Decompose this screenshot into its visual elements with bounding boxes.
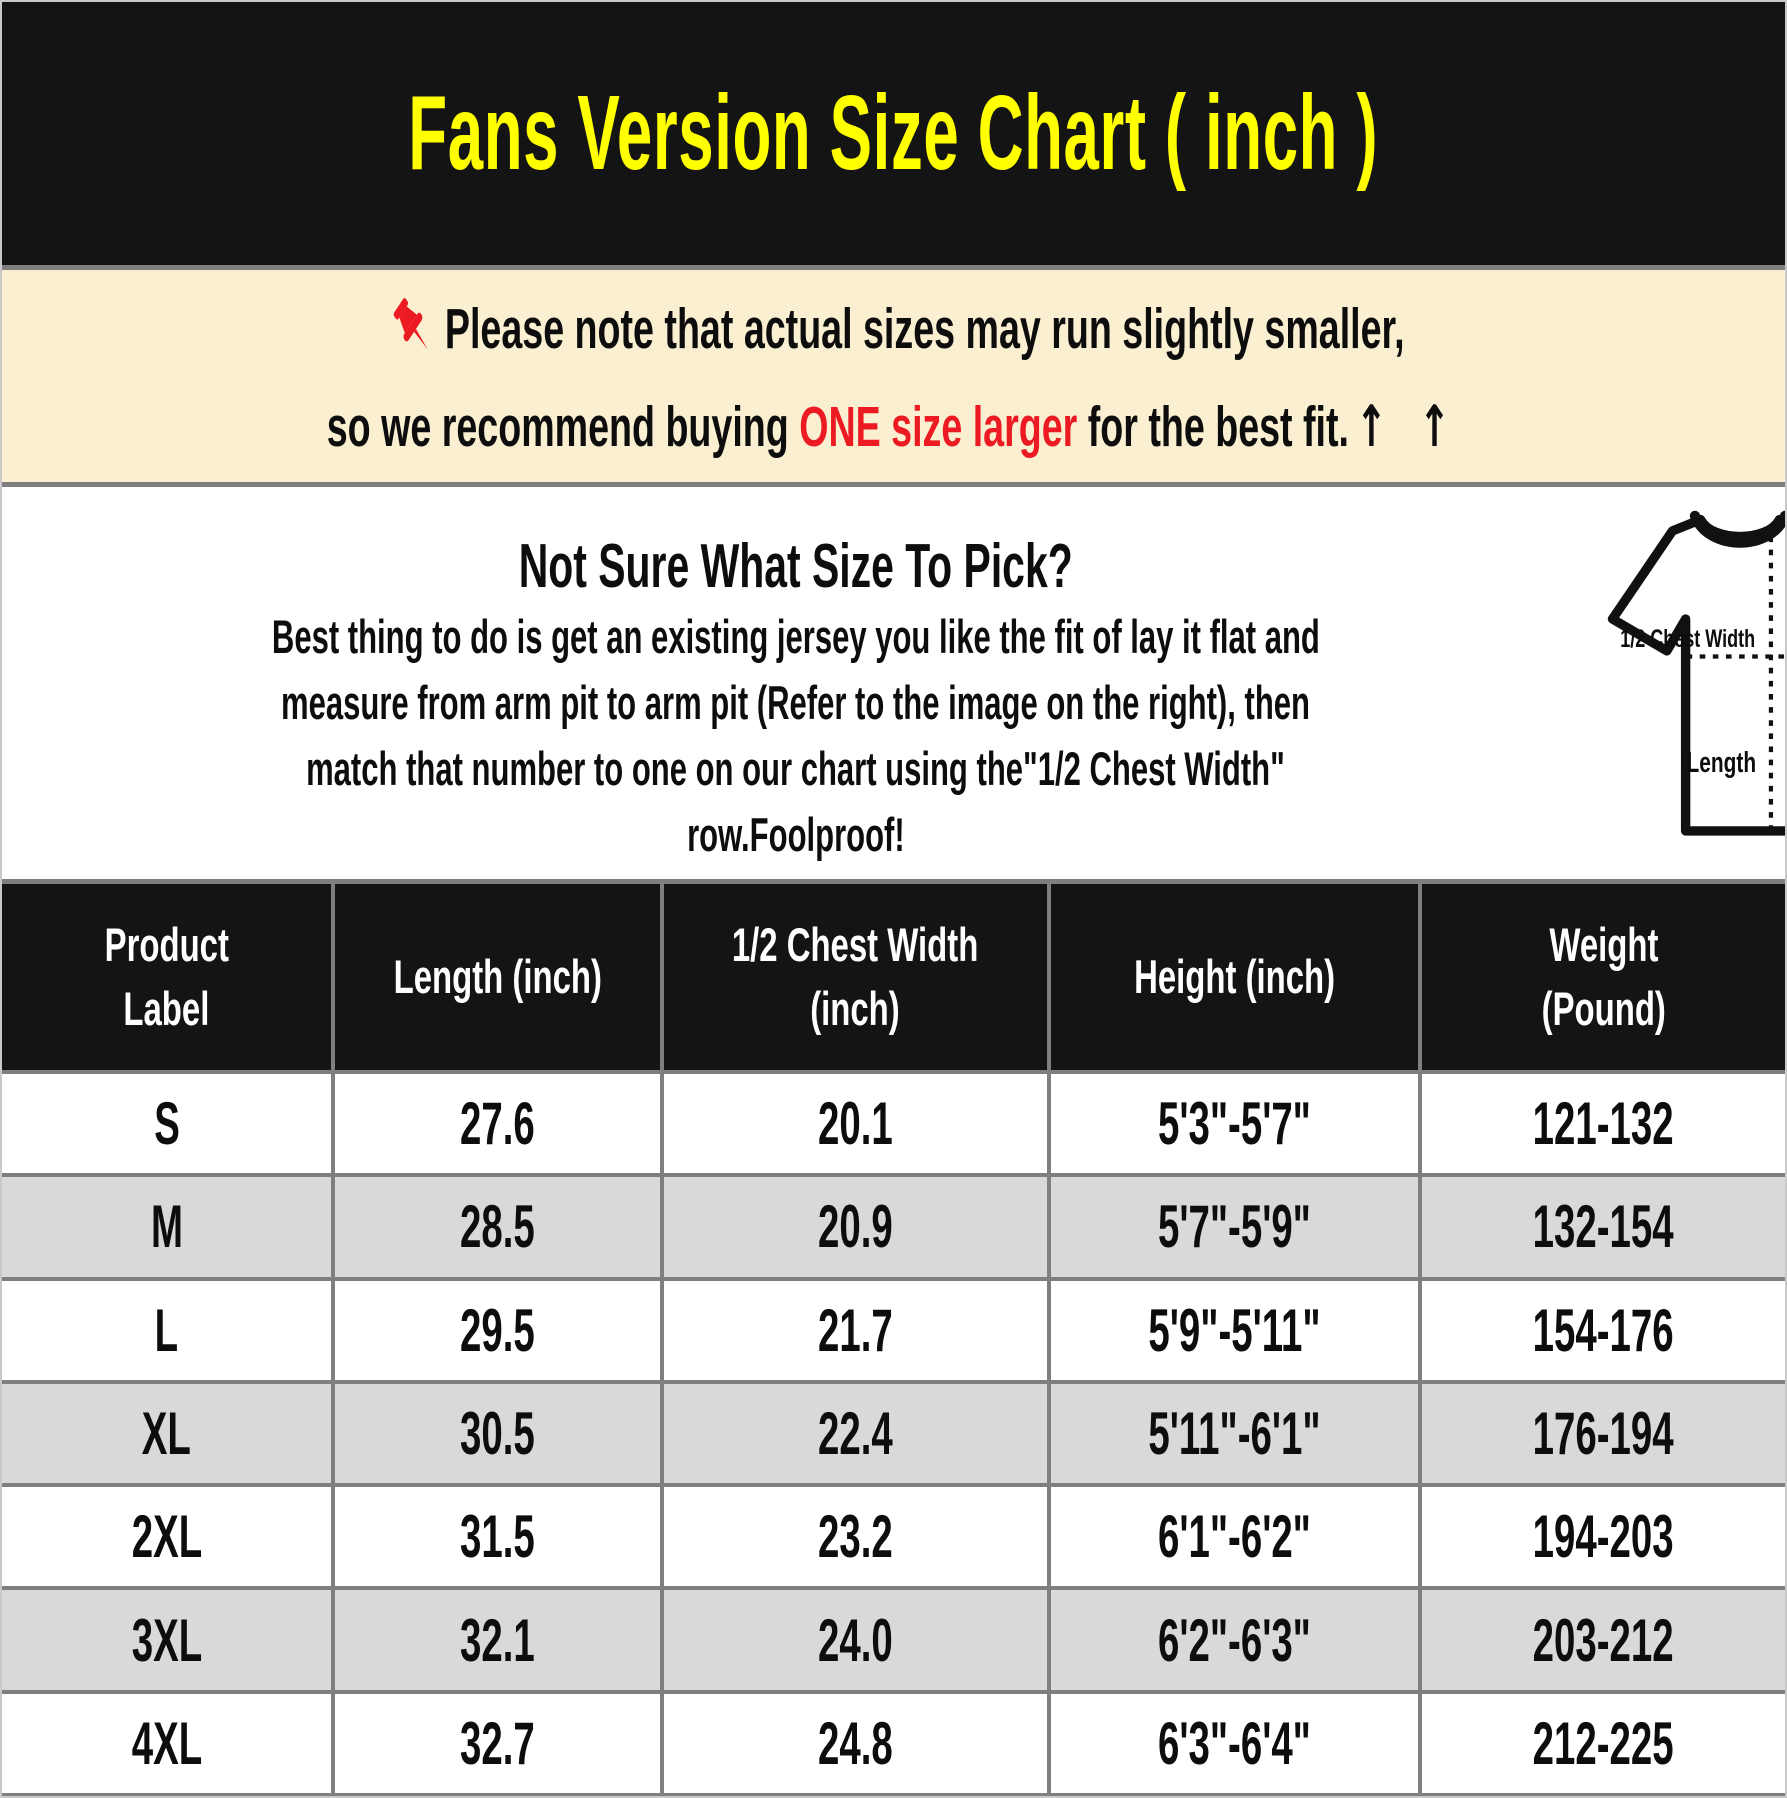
cell-height: 5'7"-5'9" bbox=[1051, 1177, 1419, 1277]
cell-length: 30.5 bbox=[335, 1383, 660, 1484]
cell-weight: 132-154 bbox=[1422, 1177, 1785, 1277]
cell-length: 29.5 bbox=[335, 1280, 660, 1380]
cell-weight: 194-203 bbox=[1422, 1487, 1785, 1587]
shirt-diagram-column: 1/2 Chest Width Length bbox=[1590, 487, 1785, 879]
note-highlight: ONE size larger bbox=[799, 394, 1078, 459]
tshirt-icon bbox=[1607, 510, 1785, 836]
guide-paragraph: Best thing to do is get an existing jers… bbox=[2, 604, 1590, 868]
cell-height: 5'3"-5'7" bbox=[1051, 1074, 1419, 1174]
guide-line: row.Foolproof! bbox=[687, 808, 905, 862]
cell-weight: 203-212 bbox=[1422, 1590, 1785, 1690]
cell-chest: 24.8 bbox=[663, 1693, 1048, 1793]
divider bbox=[2, 482, 1785, 488]
cell-size-label: 2XL bbox=[2, 1487, 332, 1587]
size-table: Product Label Length (inch) 1/2 Chest Wi… bbox=[2, 879, 1785, 1796]
cell-length: 28.5 bbox=[335, 1177, 660, 1277]
column-header-height: Height (inch) bbox=[1051, 884, 1419, 1071]
cell-size-label: 3XL bbox=[2, 1590, 332, 1690]
column-header-product-label: Product Label bbox=[2, 884, 332, 1071]
tshirt-measure-diagram: 1/2 Chest Width Length bbox=[1590, 499, 1785, 871]
length-label: Length bbox=[1686, 747, 1757, 780]
guide-line: match that number to one on our chart us… bbox=[306, 742, 1286, 796]
banner: Fans Version Size Chart ( inch ) bbox=[2, 2, 1785, 266]
cell-size-label: 4XL bbox=[2, 1693, 332, 1793]
cell-length: 27.6 bbox=[335, 1074, 660, 1174]
cell-weight: 176-194 bbox=[1422, 1383, 1785, 1484]
cell-height: 5'11"-6'1" bbox=[1051, 1383, 1419, 1484]
guide-heading: Not Sure What Size To Pick? bbox=[518, 532, 1073, 602]
cell-height: 5'9"-5'11" bbox=[1051, 1280, 1419, 1380]
cell-weight: 154-176 bbox=[1422, 1280, 1785, 1380]
note-text-2-pre: so we recommend buying bbox=[327, 394, 800, 459]
divider bbox=[2, 265, 1785, 271]
note-text-2-post: for the best fit. bbox=[1077, 394, 1350, 459]
cell-length: 31.5 bbox=[335, 1487, 660, 1587]
size-guide-section: Not Sure What Size To Pick? Best thing t… bbox=[2, 487, 1785, 880]
note-text-1: Please note that actual sizes may run sl… bbox=[445, 297, 1406, 362]
cell-weight: 212-225 bbox=[1422, 1693, 1785, 1793]
cell-length: 32.1 bbox=[335, 1590, 660, 1690]
cell-chest: 24.0 bbox=[663, 1590, 1048, 1690]
note-banner: Please note that actual sizes may run sl… bbox=[2, 270, 1785, 483]
up-arrows-icon: ↑ ↑ bbox=[1355, 393, 1460, 460]
cell-size-label: M bbox=[2, 1177, 332, 1277]
cell-chest: 21.7 bbox=[663, 1280, 1048, 1380]
cell-size-label: S bbox=[2, 1074, 332, 1174]
cell-length: 32.7 bbox=[335, 1693, 660, 1793]
cell-height: 6'1"-6'2" bbox=[1051, 1487, 1419, 1587]
cell-weight: 121-132 bbox=[1422, 1074, 1785, 1174]
cell-chest: 20.1 bbox=[663, 1074, 1048, 1174]
guide-text-column: Not Sure What Size To Pick? Best thing t… bbox=[2, 487, 1590, 879]
cell-chest: 22.4 bbox=[663, 1383, 1048, 1484]
cell-chest: 23.2 bbox=[663, 1487, 1048, 1587]
cell-size-label: XL bbox=[2, 1383, 332, 1484]
guide-line: Best thing to do is get an existing jers… bbox=[271, 610, 1320, 664]
guide-line: measure from arm pit to arm pit (Refer t… bbox=[281, 676, 1311, 730]
column-header-weight: Weight (Pound) bbox=[1422, 884, 1785, 1071]
pushpin-icon bbox=[394, 297, 429, 349]
cell-height: 6'3"-6'4" bbox=[1051, 1693, 1419, 1793]
column-header-chest-width: 1/2 Chest Width (inch) bbox=[663, 884, 1048, 1071]
chest-width-label: 1/2 Chest Width bbox=[1620, 625, 1756, 654]
note-line-2: so we recommend buying ONE size larger f… bbox=[2, 393, 1785, 460]
cell-height: 6'2"-6'3" bbox=[1051, 1590, 1419, 1690]
cell-size-label: L bbox=[2, 1280, 332, 1380]
column-header-length: Length (inch) bbox=[335, 884, 660, 1071]
page-title: Fans Version Size Chart ( inch ) bbox=[408, 74, 1379, 193]
note-line-1: Please note that actual sizes may run sl… bbox=[2, 294, 1785, 379]
cell-chest: 20.9 bbox=[663, 1177, 1048, 1277]
